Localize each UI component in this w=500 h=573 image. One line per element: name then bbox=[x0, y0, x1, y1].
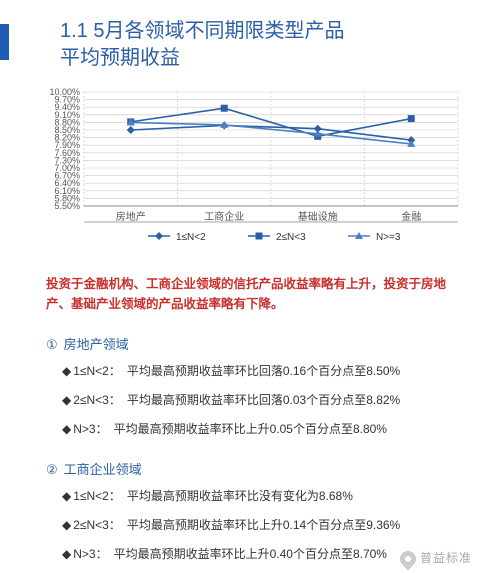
highlight-summary: 投资于金融机构、工商企业领域的信托产品收益率略有上升，投资于房地产、基础产业领域… bbox=[0, 262, 500, 324]
svg-text:工商企业: 工商企业 bbox=[204, 210, 244, 223]
svg-text:2≤N<3: 2≤N<3 bbox=[276, 232, 306, 243]
yield-chart: 5.50%5.80%6.10%6.40%6.70%7.00%7.30%7.60%… bbox=[0, 78, 500, 262]
diamond-icon: ◆ bbox=[62, 363, 71, 380]
title-line-1: 1.1 5月各领域不同期限类型产品 bbox=[60, 20, 344, 42]
diamond-icon: ◆ bbox=[62, 392, 71, 409]
title-line-2: 平均预期收益 bbox=[60, 47, 180, 69]
diamond-icon: ◆ bbox=[62, 517, 71, 534]
diamond-icon: ◆ bbox=[62, 488, 71, 505]
page-title: 1.1 5月各领域不同期限类型产品 平均预期收益 bbox=[60, 18, 470, 72]
svg-text:10.00%: 10.00% bbox=[49, 88, 80, 97]
bullet-text: 平均最高预期收益率环比上升0.14个百分点至9.36% bbox=[127, 517, 400, 534]
svg-text:N>=3: N>=3 bbox=[376, 232, 401, 243]
bullet-item: ◆N>3： 平均最高预期收益率环比上升0.05个百分点至8.80% bbox=[62, 421, 466, 438]
svg-text:基础设施: 基础设施 bbox=[298, 210, 338, 223]
bullet-item: ◆2≤N<3： 平均最高预期收益率环比上升0.14个百分点至9.36% bbox=[62, 517, 466, 534]
svg-text:金融: 金融 bbox=[401, 210, 421, 223]
svg-text:房地产: 房地产 bbox=[116, 210, 146, 223]
sections-container: ①房地产领域◆1≤N<2：平均最高预期收益率环比回落0.16个百分点至8.50%… bbox=[0, 324, 500, 563]
bullet-text: 平均最高预期收益率环比上升0.05个百分点至8.80% bbox=[114, 421, 387, 438]
bullet-item: ◆1≤N<2： 平均最高预期收益率环比没有变化为8.68% bbox=[62, 488, 466, 505]
section-title: 工商企业领域 bbox=[64, 462, 142, 477]
svg-text:1≤N<2: 1≤N<2 bbox=[176, 232, 206, 243]
bullet-tag: N>3： bbox=[73, 546, 107, 563]
bullet-item: ◆1≤N<2： 平均最高预期收益率环比回落0.16个百分点至8.50% bbox=[62, 363, 466, 380]
section-number: ② bbox=[46, 462, 58, 478]
section-header: ① 房地产领域 bbox=[0, 324, 500, 363]
diamond-icon: ◆ bbox=[62, 421, 71, 438]
bullet-text: 平均最高预期收益率环比没有变化为8.68% bbox=[127, 488, 353, 505]
bullet-tag: 1≤N<2： bbox=[73, 363, 121, 380]
bullet-text: 平均最高预期收益率环比上升0.40个百分点至8.70% bbox=[114, 546, 387, 563]
bullet-text: 平均最高预期收益率环比回落0.16个百分点至8.50% bbox=[127, 363, 400, 380]
section-title: 房地产领域 bbox=[64, 337, 129, 352]
bullet-tag: 1≤N<2： bbox=[73, 488, 121, 505]
bullet-text: 平均最高预期收益率环比回落0.03个百分点至8.82% bbox=[127, 392, 400, 409]
side-accent-bar bbox=[0, 24, 9, 60]
chart-svg: 5.50%5.80%6.10%6.40%6.70%7.00%7.30%7.60%… bbox=[38, 88, 466, 253]
diamond-icon: ◆ bbox=[62, 546, 71, 563]
bullet-tag: N>3： bbox=[73, 421, 107, 438]
page-header: 1.1 5月各领域不同期限类型产品 平均预期收益 bbox=[0, 0, 500, 78]
watermark: 普益标准 bbox=[400, 549, 472, 567]
section-header: ② 工商企业领域 bbox=[0, 449, 500, 488]
pin-icon bbox=[397, 548, 420, 571]
bullet-item: ◆2≤N<3： 平均最高预期收益率环比回落0.03个百分点至8.82% bbox=[62, 392, 466, 409]
section-bullets: ◆1≤N<2：平均最高预期收益率环比回落0.16个百分点至8.50%◆2≤N<3… bbox=[0, 363, 500, 437]
section-number: ① bbox=[46, 337, 58, 353]
watermark-text: 普益标准 bbox=[420, 551, 472, 565]
bullet-tag: 2≤N<3： bbox=[73, 517, 121, 534]
bullet-tag: 2≤N<3： bbox=[73, 392, 121, 409]
